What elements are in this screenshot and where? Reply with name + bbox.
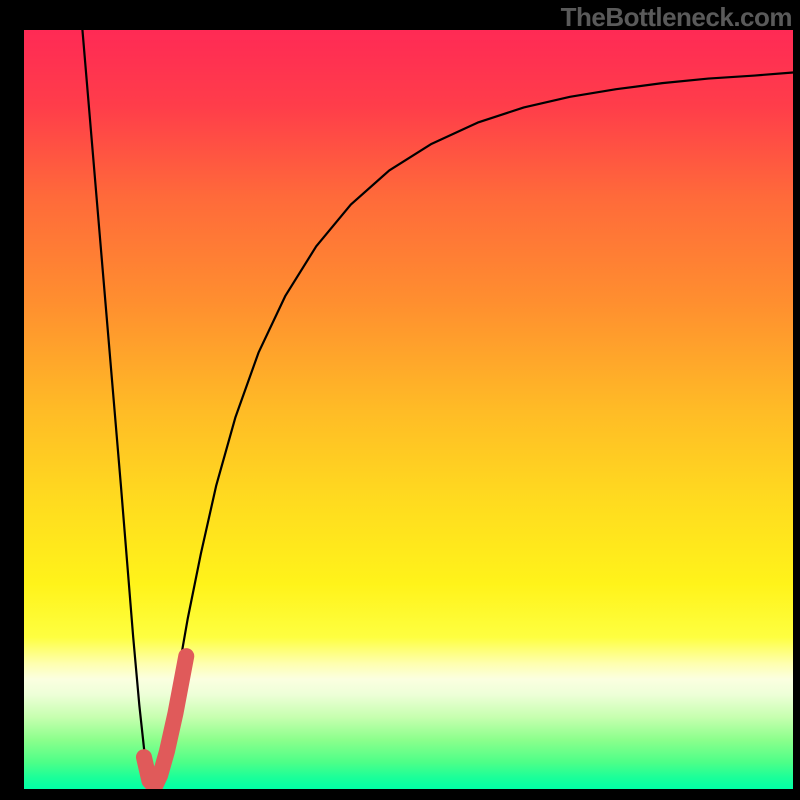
optimal-marker (144, 656, 186, 787)
curves-layer (24, 30, 793, 789)
chart-frame: TheBottleneck.com (0, 0, 800, 800)
watermark-label: TheBottleneck.com (561, 2, 792, 33)
plot-area (24, 30, 793, 789)
